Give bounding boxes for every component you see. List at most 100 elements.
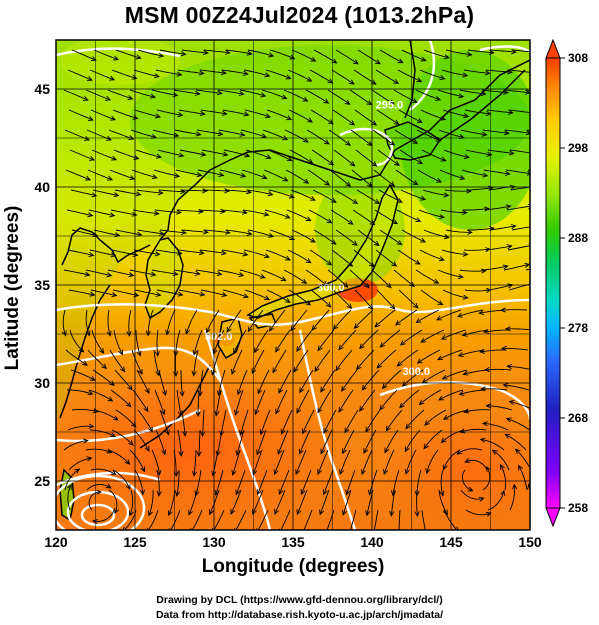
streamline: [515, 448, 530, 470]
streamline: [486, 284, 513, 291]
streamline: [354, 309, 374, 329]
streamline: [417, 349, 441, 364]
streamline: [376, 289, 396, 310]
streamline: [222, 289, 249, 298]
streamline-arrowhead: [150, 271, 157, 277]
streamline-arrowhead: [259, 273, 266, 279]
streamline: [420, 329, 445, 343]
streamline-arrowhead: [526, 170, 530, 176]
streamline-arrowhead: [282, 176, 289, 182]
streamline: [351, 169, 373, 187]
streamline: [230, 489, 242, 515]
streamline-arrowhead: [194, 270, 201, 276]
streamline: [107, 89, 133, 100]
streamline-arrowhead: [323, 139, 330, 145]
streamline-arrowhead: [135, 54, 142, 60]
streamline: [332, 109, 355, 126]
streamline-arrowhead: [394, 160, 400, 166]
streamline: [251, 349, 265, 374]
streamline-arrowhead: [263, 253, 270, 259]
streamline: [426, 449, 439, 474]
streamline: [233, 329, 247, 354]
streamline: [176, 209, 203, 213]
streamline: [390, 489, 396, 516]
cool-region: [400, 50, 530, 230]
streamline-arrowhead: [373, 240, 380, 247]
streamline: [64, 468, 80, 491]
streamline: [115, 49, 141, 59]
streamline: [129, 89, 156, 98]
streamline: [178, 289, 205, 296]
streamline-arrowhead: [90, 56, 97, 61]
streamline: [218, 369, 226, 396]
streamline: [221, 69, 248, 75]
streamline: [398, 289, 419, 309]
streamline-arrowhead: [453, 526, 459, 530]
streamline: [283, 89, 308, 102]
streamline: [86, 129, 112, 141]
streamline-arrowhead: [136, 350, 142, 357]
streamline-arrowhead: [478, 309, 485, 316]
streamline-arrowhead: [352, 240, 358, 246]
streamline-arrowhead: [154, 251, 161, 257]
streamline: [88, 389, 113, 402]
streamline-arrowhead: [310, 56, 317, 62]
streamline-arrowhead: [281, 94, 288, 100]
streamline-arrowhead: [462, 209, 468, 216]
y-tick-label: 35: [34, 277, 50, 293]
streamline: [92, 189, 119, 197]
streamline: [393, 269, 415, 287]
streamline-arrowhead: [178, 450, 184, 457]
streamline: [437, 269, 463, 278]
streamline-arrowhead: [274, 508, 279, 515]
streamline-arrowhead: [147, 510, 153, 517]
streamline: [68, 289, 95, 296]
streamline: [156, 109, 183, 116]
streamline-arrowhead: [89, 375, 96, 381]
streamline-arrowhead: [384, 447, 390, 454]
streamline-arrowhead: [504, 433, 511, 439]
x-tick-label: 150: [518, 534, 542, 550]
streamline-arrowhead: [129, 175, 136, 181]
streamline: [241, 169, 267, 179]
streamline-arrowhead: [356, 364, 362, 371]
streamline: [112, 469, 131, 490]
streamline-arrowhead: [438, 256, 445, 262]
streamline-arrowhead: [307, 158, 314, 164]
streamline: [399, 389, 420, 408]
streamline-arrowhead: [260, 92, 267, 98]
streamline: [331, 249, 353, 267]
streamline: [107, 269, 134, 276]
streamline-arrowhead: [506, 363, 513, 370]
streamline-arrowhead: [326, 218, 333, 224]
streamline: [221, 249, 248, 256]
streamline-arrowhead: [196, 172, 203, 178]
streamline: [269, 229, 295, 240]
streamline-arrowhead: [87, 390, 94, 396]
streamline-arrowhead: [224, 188, 231, 194]
streamline: [177, 69, 204, 74]
streamline: [155, 429, 166, 455]
streamline: [416, 129, 441, 142]
streamline: [266, 289, 291, 303]
streamline: [115, 409, 137, 428]
streamline-arrowhead: [295, 469, 301, 476]
streamline-arrowhead: [338, 406, 344, 413]
streamline: [424, 409, 447, 426]
streamline-arrowhead: [289, 54, 296, 60]
streamline-arrowhead: [342, 282, 349, 288]
streamline-arrowhead: [491, 449, 498, 455]
streamline-arrowhead: [456, 449, 463, 455]
streamline-arrowhead: [420, 337, 427, 343]
streamline: [198, 209, 225, 213]
coastline-mainland: [159, 59, 530, 241]
streamline-arrowhead: [199, 110, 206, 117]
streamline-arrowhead: [311, 324, 317, 331]
streamline-arrowhead: [317, 468, 323, 475]
y-tick-label: 25: [34, 473, 50, 489]
streamline: [287, 69, 312, 82]
streamline: [463, 248, 490, 251]
streamline-arrowhead: [363, 448, 369, 455]
streamline-arrowhead: [109, 380, 115, 386]
streamline: [372, 129, 395, 146]
